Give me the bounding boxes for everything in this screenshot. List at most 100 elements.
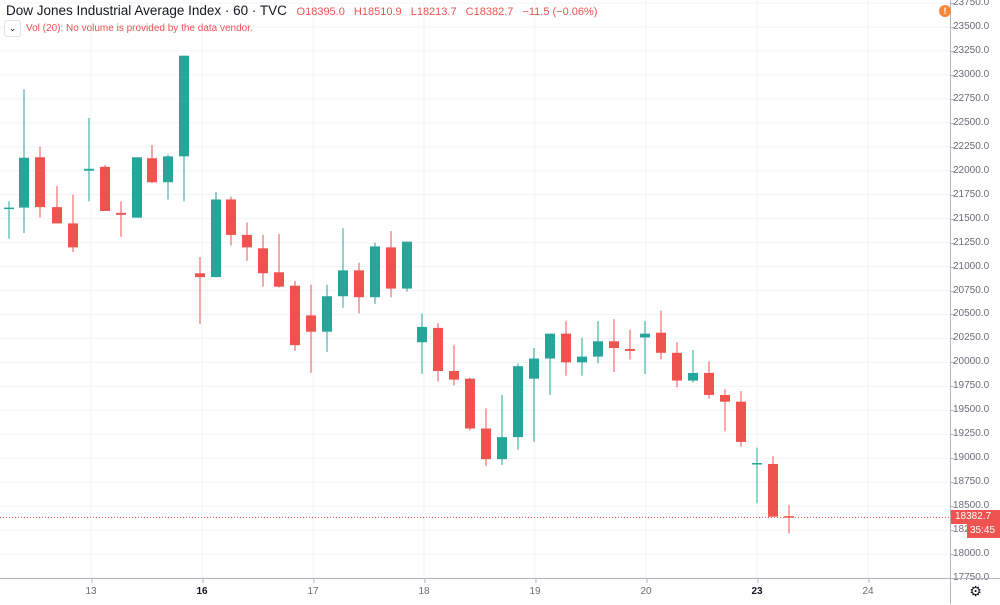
candle-body (736, 401, 746, 442)
price-tick-label: 19250.0 (949, 428, 990, 440)
high-value: H18510.9 (353, 6, 402, 18)
candle-body (322, 296, 332, 332)
price-axis[interactable]: 23750.0 23500.0 23250.0 23000.0 22750.0 22500… (949, 0, 1000, 583)
candle-body (100, 166, 110, 211)
candle-body (465, 378, 475, 429)
price-tick-label: 22750.0 (949, 92, 990, 104)
chart-legend: Dow Jones Industrial Average Index · 60 … (6, 3, 603, 18)
time-tick-label: 18 (418, 579, 430, 597)
candle-body (672, 352, 682, 381)
price-tick-label: 23000.0 (949, 68, 990, 80)
candle-body (497, 437, 507, 460)
symbol-title[interactable]: Dow Jones Industrial Average Index · 60 … (6, 3, 287, 18)
chevron-down-icon[interactable]: ⌄ (4, 20, 21, 37)
candle-body (179, 55, 189, 157)
candle-body (529, 358, 539, 379)
time-tick-label: 17 (307, 579, 319, 597)
low-value: L18213.7 (410, 6, 457, 18)
price-tick-label: 20000.0 (949, 356, 990, 368)
candlestick-chart[interactable] (0, 0, 950, 578)
candle-body (4, 207, 14, 210)
candle-body (338, 270, 348, 297)
price-tick-label: 19000.0 (949, 452, 990, 464)
price-tick-label: 19500.0 (949, 404, 990, 416)
candle-body (35, 157, 45, 208)
candle-body (290, 285, 300, 346)
candle-body (688, 372, 698, 381)
candle-body (226, 199, 236, 235)
candle-body (768, 463, 778, 517)
price-tick-label: 22000.0 (949, 164, 990, 176)
change-value: −11.5 (−0.06%) (522, 6, 598, 18)
price-tick-label: 21750.0 (949, 188, 990, 200)
warning-icon[interactable]: ! (939, 5, 951, 17)
candle-body (752, 463, 762, 465)
volume-message: Vol (20): No volume is provided by the d… (26, 23, 253, 34)
price-tick-label: 18500.0 (949, 500, 990, 512)
price-tick-label: 21500.0 (949, 212, 990, 224)
price-tick-label: 20500.0 (949, 308, 990, 320)
candle-body (211, 199, 221, 278)
candle-body (720, 394, 730, 402)
candle-body (19, 157, 29, 208)
settings-gear-icon[interactable]: ⚙ (950, 578, 1000, 604)
price-tick-label: 18750.0 (949, 476, 990, 488)
price-tick-label: 20250.0 (949, 332, 990, 344)
candle-body (481, 428, 491, 460)
price-tick-label: 23250.0 (949, 44, 990, 56)
price-tick-label: 19750.0 (949, 380, 990, 392)
time-tick-label: 13 (85, 579, 97, 597)
price-tick-label: 18000.0 (949, 548, 990, 560)
candle-body (784, 516, 794, 518)
candle-body (593, 341, 603, 357)
candle-body (354, 270, 364, 298)
candle-body (306, 315, 316, 332)
candle-body (449, 371, 459, 380)
volume-indicator-legend: ⌄ Vol (20): No volume is provided by the… (4, 20, 253, 37)
candle-body (274, 272, 284, 287)
candle-body (656, 332, 666, 353)
candle-body (640, 333, 650, 338)
open-value: O18395.0 (296, 6, 345, 18)
candle-body (116, 212, 126, 215)
candle-body (609, 341, 619, 348)
candle-body (242, 234, 252, 248)
last-price-label: 18382.7 (951, 510, 1000, 525)
candle-body (402, 241, 412, 289)
candle-body (545, 333, 555, 359)
time-tick-label: 16 (196, 579, 208, 597)
candle-body (195, 273, 205, 278)
chart-pane[interactable] (0, 0, 950, 578)
candle-body (625, 348, 635, 351)
candle-body (68, 223, 78, 248)
price-tick-label: 20750.0 (949, 284, 990, 296)
candle-body (84, 168, 94, 171)
price-tick-label: 23750.0 (949, 0, 989, 8)
candle-body (52, 207, 62, 224)
time-axis[interactable]: 13 16 17 18 19 20 23 24 (0, 578, 950, 605)
candle-body (386, 247, 396, 289)
price-tick-label: 21000.0 (949, 260, 990, 272)
candle-body (258, 248, 268, 274)
candle-body (163, 156, 173, 183)
time-tick-label: 24 (862, 579, 874, 597)
price-tick-label: 23500.0 (949, 20, 990, 32)
price-tick-label: 21250.0 (949, 236, 990, 248)
candle-body (417, 326, 427, 343)
time-tick-label: 19 (529, 579, 541, 597)
time-tick-label: 23 (751, 579, 763, 597)
candle-body (132, 157, 142, 218)
price-tick-label: 22500.0 (949, 116, 990, 128)
close-value: C18382.7 (465, 6, 514, 18)
price-tick-label: 22250.0 (949, 140, 990, 152)
candle-body (561, 333, 571, 363)
candle-body (147, 158, 157, 183)
bar-countdown-label: 35:45 (967, 524, 1000, 539)
candle-body (513, 366, 523, 438)
candle-body (370, 246, 380, 298)
time-tick-label: 20 (640, 579, 652, 597)
candle-body (433, 327, 443, 371)
ohlc-values: O18395.0 H18510.9 L18213.7 C18382.7 −11.… (297, 6, 604, 18)
candle-body (577, 356, 587, 363)
candle-body (704, 372, 714, 395)
